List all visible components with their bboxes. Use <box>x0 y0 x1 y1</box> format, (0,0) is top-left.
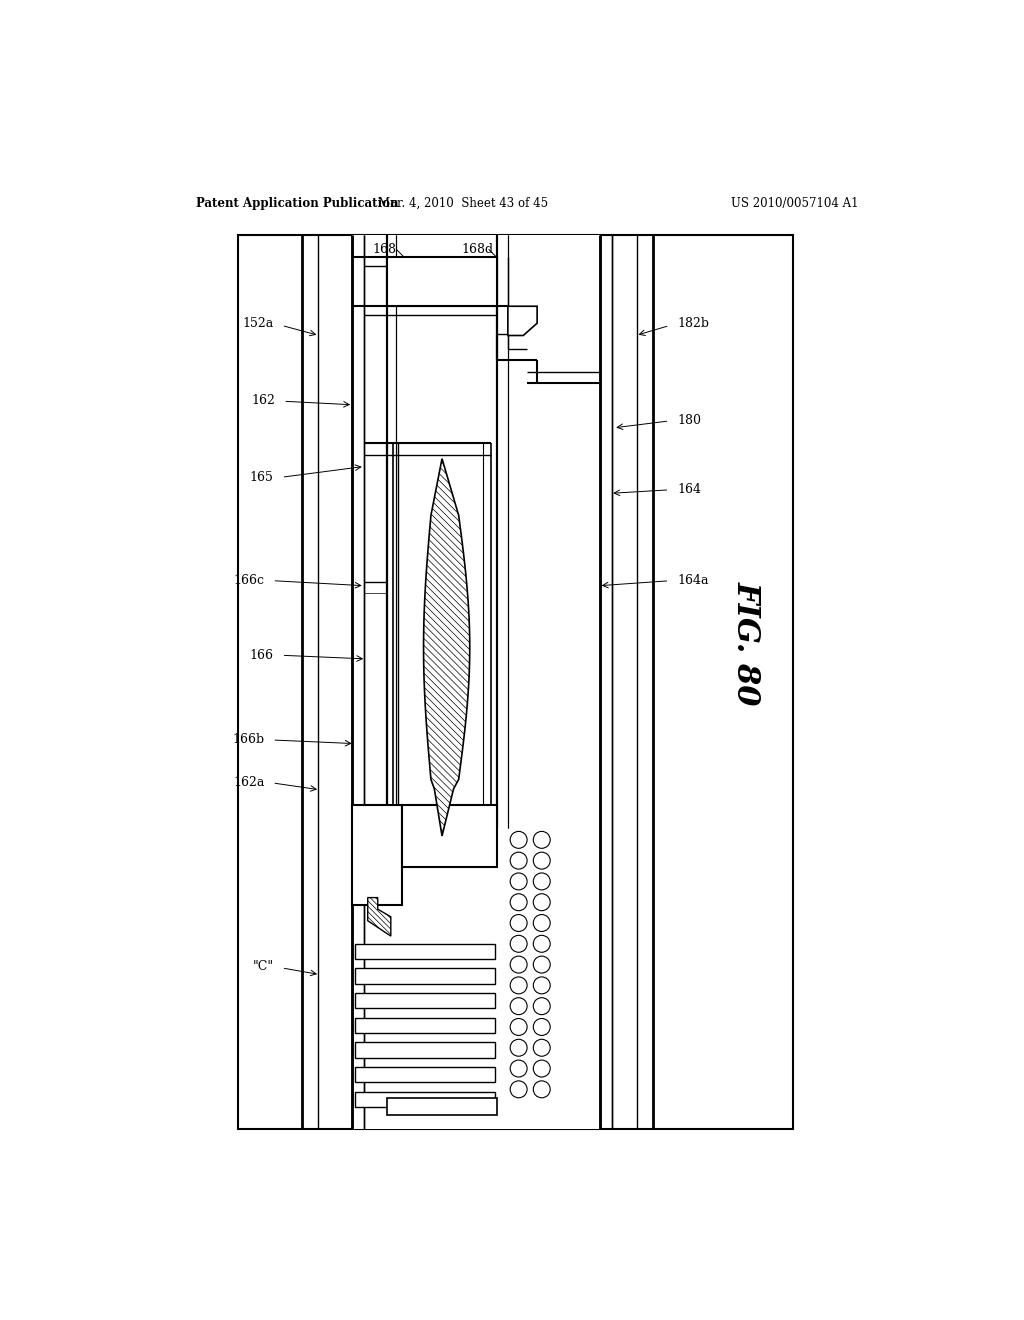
Bar <box>239 235 793 1129</box>
Bar <box>402 805 497 867</box>
Polygon shape <box>368 898 391 936</box>
Circle shape <box>510 998 527 1015</box>
Bar <box>387 1098 497 1114</box>
Polygon shape <box>508 306 538 335</box>
Text: 162: 162 <box>252 395 275 408</box>
Bar <box>508 235 600 1129</box>
Circle shape <box>510 1060 527 1077</box>
Text: 152a: 152a <box>243 317 273 330</box>
Text: Patent Application Publication: Patent Application Publication <box>196 197 398 210</box>
Bar <box>354 1043 495 1057</box>
Circle shape <box>510 956 527 973</box>
Bar <box>354 944 495 960</box>
Polygon shape <box>424 459 470 836</box>
Circle shape <box>510 1039 527 1056</box>
Text: 166: 166 <box>250 648 273 661</box>
Text: US 2010/0057104 A1: US 2010/0057104 A1 <box>731 197 858 210</box>
Bar <box>387 257 497 306</box>
Text: 182b: 182b <box>677 317 710 330</box>
Circle shape <box>534 977 550 994</box>
Bar <box>352 235 387 1129</box>
Text: 180: 180 <box>677 413 701 426</box>
Text: 164: 164 <box>677 483 701 496</box>
Bar <box>352 805 402 906</box>
Circle shape <box>534 894 550 911</box>
Circle shape <box>510 873 527 890</box>
Circle shape <box>510 915 527 932</box>
Circle shape <box>534 1039 550 1056</box>
Bar <box>354 1092 495 1107</box>
Text: 168d: 168d <box>461 243 494 256</box>
Circle shape <box>534 1081 550 1098</box>
Circle shape <box>534 956 550 973</box>
Circle shape <box>534 915 550 932</box>
Text: "C": "C" <box>253 961 273 973</box>
Bar <box>354 969 495 983</box>
Circle shape <box>510 977 527 994</box>
Circle shape <box>510 1081 527 1098</box>
Bar <box>508 235 600 1129</box>
Circle shape <box>534 1060 550 1077</box>
Text: 166b: 166b <box>232 733 264 746</box>
Circle shape <box>534 936 550 952</box>
Text: FIG. 80: FIG. 80 <box>731 581 762 706</box>
Text: 168: 168 <box>373 243 396 256</box>
Circle shape <box>534 853 550 869</box>
Circle shape <box>510 853 527 869</box>
Text: 162a: 162a <box>233 776 264 788</box>
Bar <box>354 993 495 1008</box>
Circle shape <box>534 832 550 849</box>
Circle shape <box>534 1019 550 1035</box>
Text: 166c: 166c <box>233 574 264 587</box>
Circle shape <box>510 1019 527 1035</box>
Circle shape <box>510 936 527 952</box>
Circle shape <box>510 832 527 849</box>
Circle shape <box>510 894 527 911</box>
Text: Mar. 4, 2010  Sheet 43 of 45: Mar. 4, 2010 Sheet 43 of 45 <box>378 197 548 210</box>
Bar <box>354 1067 495 1082</box>
Text: 165: 165 <box>250 471 273 484</box>
Bar <box>354 1018 495 1034</box>
Bar <box>352 235 508 1129</box>
Circle shape <box>534 873 550 890</box>
Text: 164a: 164a <box>677 574 709 587</box>
Circle shape <box>534 998 550 1015</box>
